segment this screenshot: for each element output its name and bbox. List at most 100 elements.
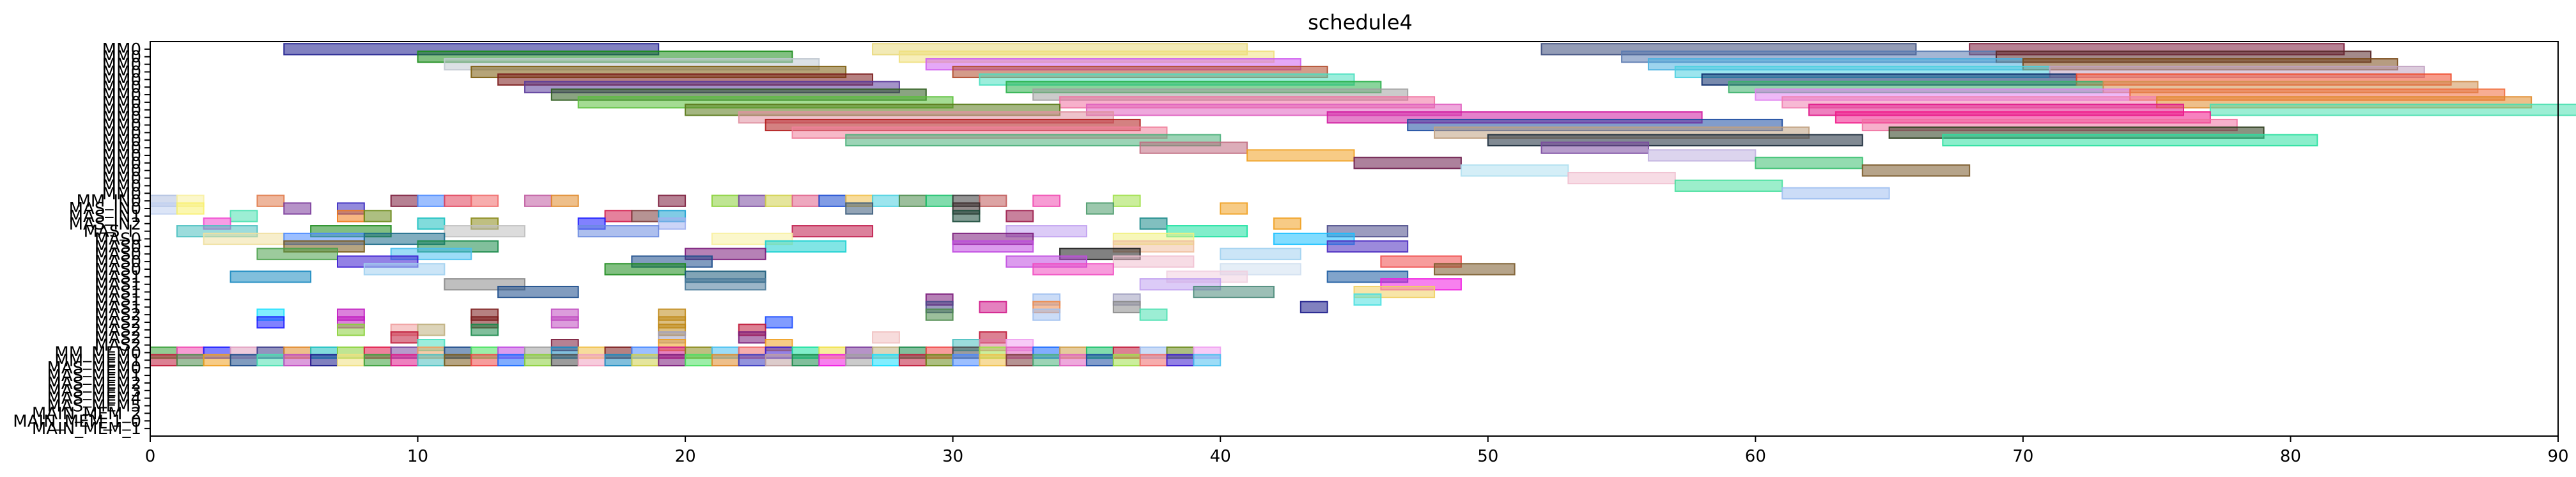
task-bar <box>283 354 312 366</box>
task-bar <box>1942 134 2318 146</box>
task-bar <box>1059 354 1087 366</box>
task-bar <box>470 194 499 207</box>
task-bar <box>818 354 847 366</box>
task-bar <box>1246 149 1355 162</box>
task-bar <box>176 354 205 366</box>
x-tick-label: 90 <box>2547 447 2568 466</box>
task-bar <box>363 210 392 223</box>
task-bar <box>979 354 1007 366</box>
y-tick-label: MAS2 <box>95 306 141 325</box>
x-tick-label: 50 <box>1477 447 1498 466</box>
chart-title: schedule4 <box>1308 10 1413 35</box>
task-bar <box>872 194 900 207</box>
task-bar <box>336 210 365 223</box>
task-bar <box>1353 293 1382 306</box>
task-bar <box>604 263 687 276</box>
task-bar <box>1139 308 1168 321</box>
task-bar <box>363 354 392 366</box>
task-bar <box>604 354 633 366</box>
y-tick-label: MAS_MEM5 <box>47 397 141 416</box>
task-bar <box>952 354 981 366</box>
x-tick-label: 0 <box>145 447 156 466</box>
y-tick-label: MAS_MEM1 <box>47 366 141 386</box>
task-bar <box>818 194 847 207</box>
task-bar <box>658 354 687 366</box>
task-bar <box>150 202 178 215</box>
y-tick-label: MM0 <box>102 63 141 82</box>
task-bar <box>685 354 713 366</box>
y-tick-label: MAIN_MEM_2 <box>32 404 141 423</box>
y-tick-label: MM0 <box>102 146 141 166</box>
task-bar <box>791 225 874 238</box>
y-tick-label: MM0 <box>102 86 141 105</box>
task-bar <box>1005 354 1034 366</box>
task-bar <box>336 354 365 366</box>
task-bar <box>925 194 954 207</box>
y-tick-label: MM0 <box>102 169 141 189</box>
y-tick-label: MM0 <box>102 78 141 97</box>
task-bar <box>229 270 312 283</box>
task-bar <box>203 354 231 366</box>
task-bar <box>711 354 740 366</box>
task-bar <box>1032 194 1061 207</box>
y-tick-label: MM_MEM1 <box>54 351 141 370</box>
task-bar <box>979 301 1007 313</box>
task-bar <box>203 232 285 246</box>
task-bar <box>256 194 285 207</box>
task-bar <box>524 354 552 366</box>
y-tick-label: MM0 <box>102 56 141 75</box>
task-bar <box>1220 202 1248 215</box>
y-tick-label: MAS2 <box>95 313 141 332</box>
task-bar <box>658 194 687 207</box>
task-bar <box>256 316 285 329</box>
task-bar <box>390 194 419 207</box>
x-tick-label: 40 <box>1210 447 1231 466</box>
task-bar <box>604 210 633 223</box>
task-bar <box>1139 354 1168 366</box>
x-tick-label: 10 <box>407 447 428 466</box>
task-bar <box>1647 149 1757 162</box>
x-tick-label: 70 <box>2012 447 2033 466</box>
y-tick-label: MM0 <box>102 139 141 158</box>
task-bar <box>444 354 472 366</box>
task-bar <box>1300 301 1328 313</box>
task-bar <box>845 354 874 366</box>
task-bar <box>658 217 687 230</box>
y-tick-label: MAS1 <box>95 268 141 287</box>
task-bar <box>1861 164 1971 177</box>
task-bar <box>1005 210 1034 223</box>
task-bar <box>1540 141 1649 154</box>
x-tick-label: 60 <box>1745 447 1766 466</box>
task-bar <box>550 316 579 329</box>
task-bar <box>764 316 793 329</box>
task-bar <box>256 247 338 260</box>
y-tick-label: MM0 <box>102 48 141 67</box>
task-bar <box>631 210 660 223</box>
task-bar <box>898 194 927 207</box>
task-bar <box>497 354 525 366</box>
x-tick-label: 80 <box>2280 447 2301 466</box>
y-tick-label: MAS2 <box>95 329 141 348</box>
y-tick-label: MAS_MEM4 <box>47 389 141 409</box>
y-tick-label: MM0 <box>102 93 141 113</box>
y-tick-label: MM0 <box>102 101 141 120</box>
y-tick-label: MAS_I_ <box>84 223 142 242</box>
task-bar <box>497 285 579 299</box>
task-bar <box>310 354 338 366</box>
task-bar <box>1193 285 1275 299</box>
task-bar <box>1434 263 1516 276</box>
task-bar <box>390 331 419 344</box>
task-bar <box>1674 179 1783 192</box>
y-tick-label: MAIN_MEM_1 <box>32 419 141 439</box>
task-bar <box>1112 255 1195 268</box>
task-bar <box>1032 263 1114 276</box>
task-bar <box>256 354 285 366</box>
y-tick-label: MM0 <box>102 154 141 173</box>
bar-group <box>150 43 2576 366</box>
task-bar <box>764 240 847 253</box>
task-bar <box>1353 157 1462 169</box>
task-bar <box>791 194 820 207</box>
y-tick-label: MM0 <box>102 176 141 196</box>
x-tick-label: 30 <box>942 447 963 466</box>
y-tick-label: MAS0 <box>95 245 141 264</box>
